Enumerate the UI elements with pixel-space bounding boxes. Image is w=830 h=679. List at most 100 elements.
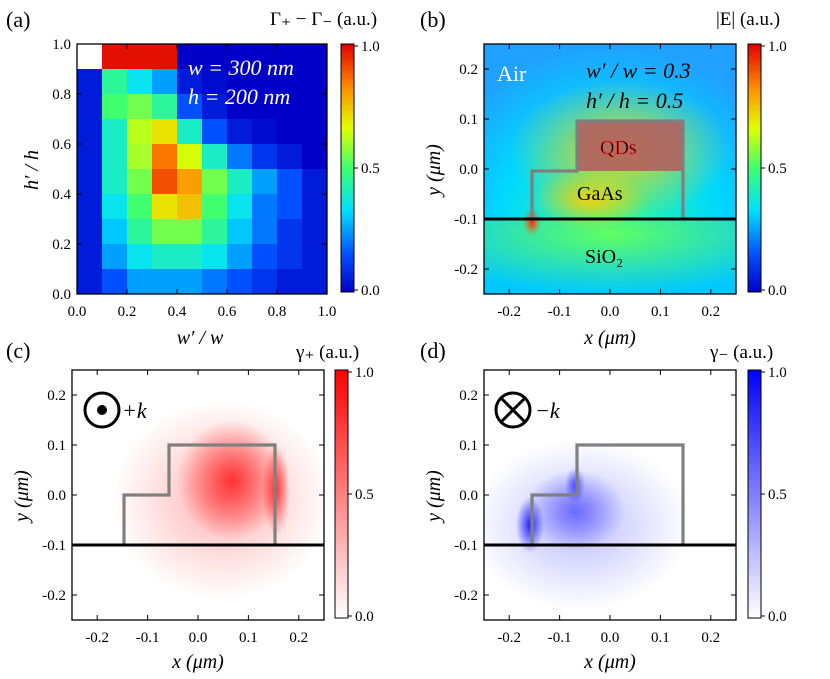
heatmap-cell [202, 244, 228, 270]
panel-a-xlabel: w′ / w [177, 327, 224, 349]
panel-c-annotation-k: +k [122, 398, 148, 423]
panel-c-ylabel: y (μm) [11, 470, 33, 524]
y-tick-label: 0.1 [47, 438, 66, 454]
into-plane-icon [494, 391, 532, 429]
heatmap-cell [302, 269, 328, 295]
heatmap-cell [252, 244, 278, 270]
panel-b-ticks: -0.2 -0.1 0.0 0.1 0.2 0.2 0.1 0.0 -0.1 -0.2 [454, 44, 736, 320]
heatmap-cell [152, 144, 178, 170]
colorbar-tick-label: 1.0 [355, 365, 374, 381]
heatmap-cell [177, 119, 203, 145]
heatmap-cell [102, 144, 128, 170]
heatmap-cell [227, 44, 253, 70]
panel-a-ylabel: h′ / h [21, 150, 43, 190]
heatmap-cell [302, 119, 328, 145]
x-tick-label: 0.1 [239, 630, 258, 646]
x-tick-label: -0.2 [497, 304, 521, 320]
colorbar-tick-label: 0.0 [355, 609, 374, 625]
heatmap-cell [127, 119, 153, 145]
panel-c-ticks: -0.2 -0.1 0.0 0.1 0.2 0.2 0.1 0.0 -0.1 -0.2 [42, 370, 324, 646]
heatmap-cell [227, 119, 253, 145]
heatmap-cell [252, 94, 278, 120]
x-tick-label: -0.2 [85, 630, 109, 646]
panel-a-colorbar [340, 43, 355, 293]
heatmap-cell [102, 219, 128, 245]
heatmap-cell [277, 119, 303, 145]
heatmap-cell [77, 69, 103, 95]
heatmap-cell [152, 169, 178, 195]
panel-a-annotation-h: h = 200 nm [188, 84, 290, 109]
heatmap-cell [77, 119, 103, 145]
panel-d-colorbar-ticks: 1.0 0.5 0.0 [761, 365, 787, 625]
panel-d-xlabel: x (μm) [583, 651, 636, 673]
heatmap-cell [127, 44, 153, 70]
heatmap-cell [102, 119, 128, 145]
panel-b-annotation-wratio: w′ / w = 0.3 [586, 58, 691, 83]
panel-b-annotation-air: Air [497, 61, 527, 86]
colorbar-tick-label: 0.0 [361, 283, 380, 299]
heatmap-cell [227, 219, 253, 245]
heatmap-cell [177, 269, 203, 295]
heatmap-cell [152, 69, 178, 95]
y-tick-label: 0.6 [52, 137, 71, 153]
heatmap-cell [227, 169, 253, 195]
heatmap-cell [227, 244, 253, 270]
heatmap-cell [277, 169, 303, 195]
panel-c-xlabel: x (μm) [171, 651, 224, 673]
colorbar-tick-label: 0.0 [768, 283, 787, 299]
panel-a-colorbar-ticks: 1.0 0.5 0.0 [354, 39, 380, 299]
x-tick-label: 0.0 [68, 304, 87, 320]
heatmap-cell [202, 144, 228, 170]
heatmap-cell [127, 169, 153, 195]
y-tick-label: 0.1 [459, 112, 478, 128]
heatmap-cell [277, 44, 303, 70]
heatmap-cell [277, 269, 303, 295]
panel-b-annotation-qds: QDs [600, 137, 637, 159]
heatmap-cell [102, 44, 128, 70]
panel-b: (b) Air w′ / w = 0.3 h′ / h = 0.5 QDs Ga… [420, 7, 787, 349]
heatmap-cell [177, 219, 203, 245]
x-tick-label: 0.1 [651, 630, 670, 646]
heatmap-cell [277, 194, 303, 220]
heatmap-cell [77, 244, 103, 270]
y-tick-label: -0.2 [454, 588, 478, 604]
heatmap-cell [227, 69, 253, 95]
heatmap-cell [127, 219, 153, 245]
heatmap-cell [177, 44, 203, 70]
heatmap-cell [277, 219, 303, 245]
heatmap-cell [227, 94, 253, 120]
y-tick-label: 0.2 [52, 237, 71, 253]
panel-c-colorbar-ticks: 1.0 0.5 0.0 [348, 365, 374, 625]
panel-c-label: (c) [6, 338, 30, 363]
heatmap-cell [127, 94, 153, 120]
heatmap-cell [152, 94, 178, 120]
panel-d-ticks: -0.2 -0.1 0.0 0.1 0.2 0.2 0.1 0.0 -0.1 -0.2 [454, 370, 736, 646]
heatmap-cell [127, 269, 153, 295]
y-tick-label: 0.0 [52, 287, 71, 303]
heatmap-cell [202, 269, 228, 295]
heatmap-cell [177, 169, 203, 195]
y-tick-label: 0.2 [459, 62, 478, 78]
colorbar-tick-label: 0.0 [768, 609, 787, 625]
heatmap-cell [77, 269, 103, 295]
heatmap-cell [252, 169, 278, 195]
heatmap-cell [302, 169, 328, 195]
heatmap-cell [102, 194, 128, 220]
x-tick-label: 0.0 [601, 304, 620, 320]
x-tick-label: 0.2 [701, 304, 720, 320]
panel-a-annotation-w: w = 300 nm [188, 55, 294, 80]
x-tick-label: 0.2 [701, 630, 720, 646]
colorbar-tick-label: 0.5 [768, 161, 787, 177]
heatmap-cell [302, 144, 328, 170]
x-tick-label: 0.1 [651, 304, 670, 320]
panel-d-annotation-k: −k [535, 398, 561, 423]
panel-b-annotation-hratio: h′ / h = 0.5 [586, 88, 683, 113]
heatmap-cell [177, 144, 203, 170]
heatmap-cell [252, 44, 278, 70]
panel-a-label: (a) [6, 7, 30, 32]
heatmap-cell [252, 144, 278, 170]
heatmap-cell [252, 219, 278, 245]
heatmap-cell [177, 69, 203, 95]
x-tick-label: 0.6 [218, 304, 237, 320]
